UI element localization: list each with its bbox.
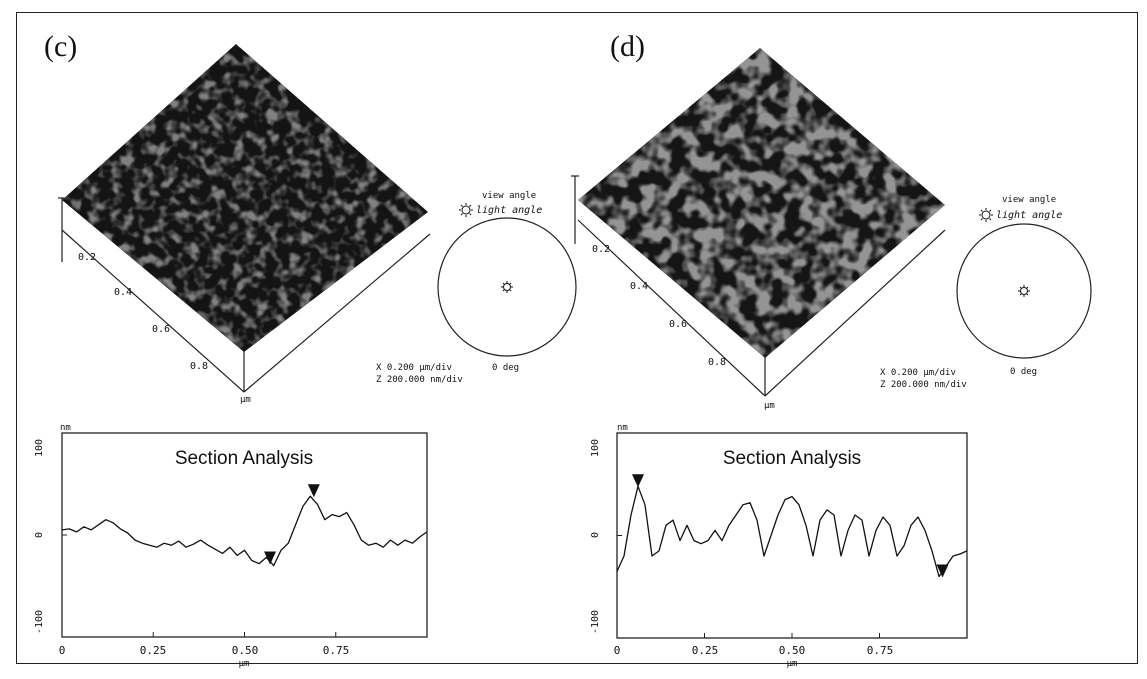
surface-tick-d-1: 0.2 [592, 244, 610, 255]
cursor-marker-c-0 [264, 551, 277, 565]
surface-texture-d [578, 48, 945, 358]
section-chart-c: nm Section Analysis 100 0 -100 0 0.25 0.… [34, 423, 428, 669]
surface-tick-d-3: 0.6 [669, 319, 687, 330]
view-angle-dial-d: view angle light angle 0 deg [956, 195, 1092, 377]
y-tick-label-d-0: 0 [590, 532, 601, 538]
panel-label-d: (d) [610, 30, 645, 63]
y-tick-label-c-100: 100 [34, 439, 45, 457]
y-tick-label-d-100: 100 [590, 439, 601, 457]
surface-tick-c-3: 0.6 [152, 324, 170, 335]
panel-label-c: (c) [44, 30, 78, 63]
chart-title-c: Section Analysis [175, 448, 313, 469]
deg-label-d: 0 deg [1010, 367, 1037, 377]
surface-tick-c-2: 0.4 [114, 287, 132, 298]
view-angle-dial-c: view angle light angle 0 deg [437, 191, 577, 373]
light-angle-label-c: light angle [476, 205, 542, 216]
view-angle-label-d: view angle [1002, 195, 1056, 205]
x-tick-label-d-1: 0.25 [692, 644, 719, 657]
surface-tick-c-1: 0.2 [78, 252, 96, 263]
surface-tick-d-4: 0.8 [708, 357, 726, 368]
surface-tick-c-4: 0.8 [190, 361, 208, 372]
surface-plot-c: 0.2 0.4 0.6 0.8 μm X 0.200 μm/div Z 200.… [58, 44, 463, 405]
y-tick-label-c-m100: -100 [34, 610, 45, 634]
y-tick-label-c-0: 0 [34, 532, 45, 538]
cursor-marker-d-1 [936, 564, 949, 578]
chart-title-d: Section Analysis [723, 448, 861, 469]
section-chart-d: nm Section Analysis 100 0 -100 0 0.25 0.… [590, 423, 968, 669]
x-tick-label-c-3: 0.75 [323, 644, 350, 657]
scale-x-c: X 0.200 μm/div [376, 363, 452, 373]
figure-frame [16, 12, 1138, 664]
x-tick-label-d-0: 0 [614, 644, 621, 657]
scale-z-d: Z 200.000 nm/div [880, 380, 967, 390]
x-tick-label-c-1: 0.25 [140, 644, 167, 657]
dial-circle-c [437, 217, 577, 357]
sun-icon-d [1018, 285, 1030, 297]
scale-x-d: X 0.200 μm/div [880, 368, 956, 378]
light-angle-icon-c [459, 203, 473, 217]
surface-plot-d: 0.2 0.4 0.6 0.8 μm X 0.200 μm/div Z 200.… [571, 48, 967, 411]
profile-line-d [616, 485, 968, 578]
dial-circle-d [956, 223, 1092, 359]
y-axis-d [764, 229, 946, 397]
x-axis-d [577, 219, 766, 397]
y-unit-d: nm [617, 423, 628, 433]
cursor-marker-d-0 [632, 474, 644, 488]
surface-unit-c: μm [240, 395, 251, 405]
light-angle-label-d: light angle [996, 210, 1062, 221]
surface-texture-c [62, 44, 428, 352]
y-tick-label-d-m100: -100 [590, 610, 601, 634]
y-unit-c: nm [60, 423, 71, 433]
x-axis-c [61, 229, 245, 393]
sun-icon-c [501, 281, 513, 293]
view-angle-label-c: view angle [482, 191, 536, 201]
deg-label-c: 0 deg [492, 363, 519, 373]
y-axis-c [243, 233, 431, 393]
x-unit-d: μm [787, 659, 798, 669]
surface-unit-d: μm [764, 401, 775, 411]
light-angle-icon-d [979, 208, 993, 222]
profile-line-c [61, 495, 428, 567]
x-tick-label-d-3: 0.75 [867, 644, 894, 657]
scale-z-c: Z 200.000 nm/div [376, 375, 463, 385]
cursor-marker-c-1 [307, 484, 320, 498]
x-unit-c: μm [239, 659, 250, 669]
x-tick-label-c-2: 0.50 [232, 644, 259, 657]
x-tick-label-d-2: 0.50 [779, 644, 806, 657]
surface-tick-d-2: 0.4 [630, 281, 648, 292]
x-tick-label-c-0: 0 [59, 644, 66, 657]
